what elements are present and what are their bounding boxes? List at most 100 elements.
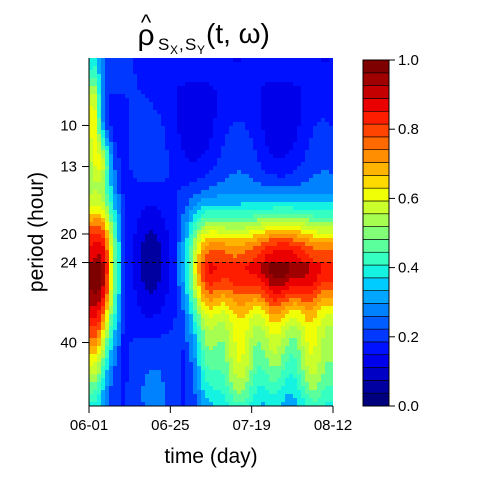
heatmap-cell	[257, 82, 262, 87]
heatmap-cell	[273, 366, 278, 371]
heatmap-cell	[237, 246, 242, 251]
heatmap-cell	[189, 118, 194, 123]
heatmap-cell	[161, 318, 166, 323]
heatmap-cell	[229, 166, 234, 171]
heatmap-cell	[141, 366, 146, 371]
heatmap-cell	[109, 270, 114, 275]
heatmap-cell	[217, 270, 222, 275]
heatmap-cell	[313, 398, 318, 403]
heatmap-cell	[113, 358, 118, 363]
heatmap-cell	[153, 154, 158, 159]
heatmap-cell	[197, 290, 202, 295]
heatmap-cell	[253, 210, 258, 215]
heatmap-cell	[101, 110, 106, 115]
heatmap-cell	[281, 98, 286, 103]
heatmap-cell	[309, 170, 314, 175]
heatmap-cell	[97, 230, 102, 235]
heatmap-cell	[117, 382, 122, 387]
heatmap-cell	[305, 226, 310, 231]
heatmap-cell	[141, 226, 146, 231]
heatmap-cell	[161, 254, 166, 259]
heatmap-cell	[301, 190, 306, 195]
heatmap-cell	[277, 382, 282, 387]
heatmap-cell	[213, 346, 218, 351]
heatmap-cell	[241, 162, 246, 167]
heatmap-cell	[289, 398, 294, 403]
heatmap-cell	[89, 358, 94, 363]
heatmap-cell	[93, 278, 98, 283]
heatmap-cell	[237, 270, 242, 275]
heatmap-cell	[185, 310, 190, 315]
heatmap-cell	[129, 162, 134, 167]
heatmap-cell	[97, 242, 102, 247]
heatmap-cell	[153, 70, 158, 75]
heatmap-cell	[277, 378, 282, 383]
heatmap-cell	[165, 286, 170, 291]
heatmap-cell	[273, 254, 278, 259]
heatmap-cell	[265, 262, 270, 267]
heatmap-cell	[197, 242, 202, 247]
heatmap-cell	[241, 398, 246, 403]
heatmap-cell	[225, 394, 230, 399]
heatmap-cell	[89, 82, 94, 87]
heatmap-cell	[169, 274, 174, 279]
heatmap-cell	[229, 338, 234, 343]
heatmap-cell	[205, 310, 210, 315]
heatmap-cell	[249, 194, 254, 199]
heatmap-cell	[185, 298, 190, 303]
heatmap-cell	[301, 146, 306, 151]
heatmap-cell	[225, 114, 230, 119]
heatmap-cell	[197, 310, 202, 315]
heatmap-cell	[305, 306, 310, 311]
heatmap-cell	[189, 154, 194, 159]
heatmap-cell	[281, 294, 286, 299]
heatmap-cell	[313, 98, 318, 103]
heatmap-cell	[189, 350, 194, 355]
heatmap-cell	[269, 106, 274, 111]
heatmap-cell	[213, 374, 218, 379]
heatmap-cell	[237, 90, 242, 95]
heatmap-cell	[97, 254, 102, 259]
heatmap-cell	[117, 194, 122, 199]
heatmap-cell	[281, 290, 286, 295]
heatmap-cell	[117, 314, 122, 319]
heatmap-cell	[225, 154, 230, 159]
heatmap-cell	[177, 234, 182, 239]
heatmap-cell	[113, 166, 118, 171]
heatmap-cell	[309, 398, 314, 403]
heatmap-cell	[217, 134, 222, 139]
heatmap-cell	[105, 190, 110, 195]
heatmap-cell	[169, 146, 174, 151]
heatmap-cell	[253, 58, 258, 63]
heatmap-cell	[125, 274, 130, 279]
heatmap-cell	[185, 122, 190, 127]
heatmap-cell	[281, 402, 286, 406]
heatmap-cell	[309, 378, 314, 383]
heatmap-cell	[125, 126, 130, 131]
heatmap-cell	[121, 134, 126, 139]
heatmap-cell	[309, 362, 314, 367]
heatmap-cell	[177, 298, 182, 303]
heatmap-cell	[241, 78, 246, 83]
heatmap-cell	[133, 270, 138, 275]
heatmap-cell	[301, 210, 306, 215]
heatmap-cell	[101, 102, 106, 107]
heatmap-cell	[149, 214, 154, 219]
heatmap-cell	[281, 330, 286, 335]
heatmap-cell	[281, 202, 286, 207]
heatmap-cell	[269, 210, 274, 215]
heatmap-cell	[149, 210, 154, 215]
heatmap-cell	[289, 246, 294, 251]
heatmap-cell	[181, 98, 186, 103]
heatmap-cell	[201, 194, 206, 199]
heatmap-cell	[105, 202, 110, 207]
heatmap-cell	[169, 154, 174, 159]
heatmap-cell	[265, 326, 270, 331]
heatmap-cell	[221, 246, 226, 251]
heatmap-cell	[301, 174, 306, 179]
heatmap-cell	[121, 262, 126, 267]
heatmap-cell	[277, 374, 282, 379]
heatmap-cell	[237, 186, 242, 191]
heatmap-cell	[137, 146, 142, 151]
heatmap-cell	[225, 178, 230, 183]
